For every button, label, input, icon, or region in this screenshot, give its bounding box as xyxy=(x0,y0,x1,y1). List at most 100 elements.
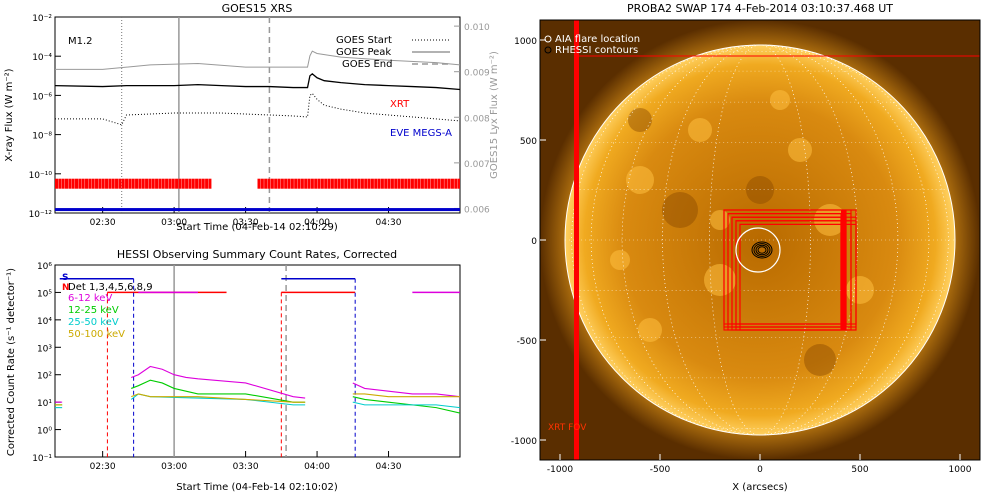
xrt-coverage-tick xyxy=(208,178,212,189)
xrt-coverage-tick xyxy=(330,178,334,189)
xrt-coverage-tick xyxy=(191,178,195,189)
xrt-coverage-tick xyxy=(370,178,374,189)
xrt-coverage-tick xyxy=(101,178,105,189)
xrt-coverage-tick xyxy=(400,178,404,189)
xrt-coverage-tick xyxy=(135,178,139,189)
xrt-coverage-tick xyxy=(314,178,318,189)
xrt-coverage-tick xyxy=(454,178,458,189)
xrt-coverage-tick xyxy=(105,178,109,189)
xrt-coverage-tick xyxy=(270,178,274,189)
swap-xtick-label: -1000 xyxy=(547,465,573,475)
hessi-flag-s: S xyxy=(62,273,68,283)
xrt-pointing-box xyxy=(735,220,852,328)
hessi-ytick-label: 10⁰ xyxy=(37,427,52,437)
eve-label: EVE MEGS-A xyxy=(390,128,452,139)
goes-xtick-label: 03:00 xyxy=(161,218,187,228)
active-region xyxy=(846,276,874,304)
xrt-coverage-tick xyxy=(297,178,301,189)
hessi-legend-50-100: 50-100 keV xyxy=(68,329,125,340)
xrt-coverage-tick xyxy=(260,178,264,189)
longitude-line xyxy=(709,44,811,436)
swap-xtick-label: 500 xyxy=(851,465,868,475)
goes-ytick-label: 10⁻¹⁰ xyxy=(29,171,53,181)
xrt-coverage-tick xyxy=(304,178,308,189)
xrt-coverage-tick xyxy=(141,178,145,189)
swap-legend: AIA flare location RHESSI contours xyxy=(544,34,640,56)
xrt-coverage-tick xyxy=(317,178,321,189)
goes-lyx-line xyxy=(55,50,460,70)
hessi-legend-det: Det 1,3,4,5,6,8,9 xyxy=(68,282,153,293)
xrt-label: XRT xyxy=(390,99,410,110)
goes-ylabel-left: X-ray Flux (W m⁻²) xyxy=(4,68,15,161)
hessi-xtick-label: 03:00 xyxy=(161,462,187,472)
rhessi-contour xyxy=(753,243,771,257)
hessi-series-line xyxy=(352,401,460,409)
xrt-coverage-tick xyxy=(81,178,85,189)
hessi-series-line xyxy=(131,365,306,399)
xrt-coverage-tick xyxy=(88,178,92,189)
swap-xtick-label: -500 xyxy=(650,465,671,475)
swap-ytick-label: 1000 xyxy=(514,37,537,47)
xrt-coverage-tick xyxy=(65,178,69,189)
goes-panel: GOES15 XRS 10⁻² 10⁻⁴ 10⁻⁶ 10⁻⁸ 10⁻¹⁰ 10⁻¹² 0.… xyxy=(4,2,500,233)
swap-ytick-label: 0 xyxy=(531,237,537,247)
xrt-coverage-tick xyxy=(280,178,284,189)
hessi-ytick-label: 10⁵ xyxy=(37,289,52,299)
xrt-coverage-tick xyxy=(364,178,368,189)
goes-x-axis: 02:30 03:00 03:30 04:00 04:30 xyxy=(90,207,402,228)
xrt-coverage-tick xyxy=(264,178,268,189)
swap-legend-aia: AIA flare location xyxy=(555,34,640,45)
xrt-coverage-tick xyxy=(75,178,79,189)
sun-disk xyxy=(565,45,955,435)
goes-coverage-bars xyxy=(55,178,460,212)
goes-title: GOES15 XRS xyxy=(222,2,293,15)
hessi-xtick-label: 04:30 xyxy=(376,462,402,472)
xrt-coverage-tick xyxy=(360,178,364,189)
goes-xlabel: Start Time (04-Feb-14 02:10:29) xyxy=(176,222,338,233)
goes-left-axis: 10⁻² 10⁻⁴ 10⁻⁶ 10⁻⁸ 10⁻¹⁰ 10⁻¹² xyxy=(29,14,61,220)
hessi-xlabel: Start Time (04-Feb-14 02:10:02) xyxy=(176,482,338,493)
xrt-coverage-tick xyxy=(131,178,135,189)
xrt-coverage-tick xyxy=(427,178,431,189)
xrt-coverage-tick xyxy=(91,178,95,189)
xrt-coverage-tick xyxy=(95,178,99,189)
hessi-legend-6-12: 6-12 keV xyxy=(68,293,112,304)
xrt-coverage-tick xyxy=(437,178,441,189)
xrt-coverage-tick xyxy=(340,178,344,189)
xrt-coverage-tick xyxy=(138,178,142,189)
xrt-coverage-tick xyxy=(307,178,311,189)
hessi-flag-n: N xyxy=(62,283,70,293)
hessi-ylabel: Corrected Count Rate (s⁻¹ detector⁻¹) xyxy=(6,268,17,456)
goes-rtick-label: 0.008 xyxy=(464,114,490,124)
goes-xtick-label: 04:30 xyxy=(376,218,402,228)
xrt-coverage-tick xyxy=(61,178,65,189)
goes-ytick-label: 10⁻⁸ xyxy=(32,132,52,142)
xrt-coverage-tick xyxy=(121,178,125,189)
rhessi-legend-symbol xyxy=(544,46,552,54)
xrt-coverage-tick xyxy=(310,178,314,189)
xrt-coverage-tick xyxy=(384,178,388,189)
xrt-coverage-tick xyxy=(354,178,358,189)
swap-x-axis: -1000 -500 0 500 1000 xyxy=(547,454,972,475)
longitude-line xyxy=(590,44,930,436)
xrt-coverage-tick xyxy=(85,178,89,189)
xrt-coverage-tick xyxy=(337,178,341,189)
xrt-coverage-tick xyxy=(128,178,132,189)
xrt-fov-label: XRT FOV xyxy=(548,423,587,433)
xrt-coverage-tick xyxy=(178,178,182,189)
xrt-coverage-tick xyxy=(394,178,398,189)
xrt-pointing-boxes xyxy=(574,20,980,460)
xrt-coverage-tick xyxy=(98,178,102,189)
hessi-series-line xyxy=(352,396,460,414)
xrt-coverage-tick xyxy=(324,178,328,189)
xrt-coverage-tick xyxy=(55,178,58,189)
xrt-coverage-tick xyxy=(284,178,288,189)
xrt-coverage-tick xyxy=(327,178,331,189)
xrt-coverage-tick xyxy=(185,178,189,189)
hessi-xtick-label: 03:30 xyxy=(233,462,259,472)
hessi-ytick-label: 10¹ xyxy=(37,399,52,409)
sun-active-regions xyxy=(610,90,874,376)
goes-legend-end: GOES End xyxy=(342,59,392,70)
hessi-ytick-label: 10⁻¹ xyxy=(32,454,52,464)
swap-xtick-label: 1000 xyxy=(949,465,972,475)
